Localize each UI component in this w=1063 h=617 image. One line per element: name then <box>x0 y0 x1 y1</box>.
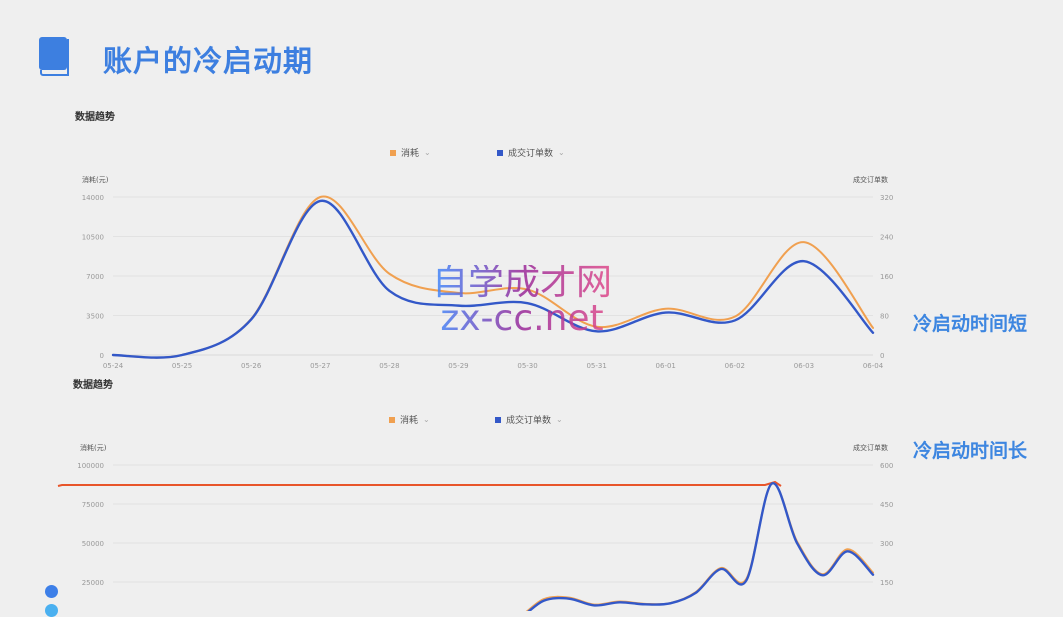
series-line-orders <box>527 482 875 611</box>
y-tick-right: 320 <box>880 194 893 202</box>
legend-swatch <box>497 149 503 156</box>
y-tick-left: 0 <box>100 352 104 360</box>
legend-label: 成交订单数 <box>508 149 554 159</box>
legend-label: 成交订单数 <box>506 416 552 426</box>
x-tick-label: 05-27 <box>310 362 330 370</box>
legend-label: 消耗 <box>401 149 420 159</box>
x-tick-label: 06-01 <box>656 362 676 370</box>
y-axis-left-label-2: 消耗(元) <box>80 444 107 452</box>
section-title-1: 数据趋势 <box>75 112 115 123</box>
x-tick-label: 06-02 <box>725 362 745 370</box>
annotation-line <box>57 480 782 487</box>
legend-swatch <box>389 416 395 423</box>
series-line-spend <box>525 482 874 611</box>
legend-item-orders-1[interactable]: 成交订单数 ⌄ <box>497 146 565 159</box>
x-tick-label: 06-04 <box>863 362 884 370</box>
x-tick-label: 06-03 <box>794 362 814 370</box>
page-title: 账户的冷启动期 <box>103 44 314 78</box>
series-line-orders <box>111 199 875 359</box>
y-axis-left-label-1: 消耗(元) <box>82 176 109 184</box>
y-tick-left: 7000 <box>86 273 104 281</box>
y-axis-right-label-1: 成交订单数 <box>853 176 888 184</box>
legend-item-spend-2[interactable]: 消耗 ⌄ <box>389 413 430 426</box>
y-tick-left: 14000 <box>82 194 104 202</box>
x-tick-label: 05-25 <box>172 362 192 370</box>
y-tick-right: 160 <box>880 273 893 281</box>
nav-dot[interactable] <box>45 585 58 598</box>
legend-swatch <box>390 149 396 156</box>
y-tick-right: 150 <box>880 579 893 587</box>
chevron-down-icon: ⌄ <box>423 415 430 424</box>
y-tick-left: 100000 <box>77 462 104 470</box>
side-label-long: 冷启动时间长 <box>913 440 1028 462</box>
legend-swatch <box>495 416 501 423</box>
y-axis-right-label-2: 成交订单数 <box>853 444 888 452</box>
y-tick-right: 80 <box>880 313 889 321</box>
x-tick-label: 05-24 <box>103 362 124 370</box>
y-tick-right: 450 <box>880 501 893 509</box>
legend-item-spend-1[interactable]: 消耗 ⌄ <box>390 146 431 159</box>
series-line-spend <box>112 195 874 359</box>
y-tick-left: 25000 <box>82 579 104 587</box>
legend-item-orders-2[interactable]: 成交订单数 ⌄ <box>495 413 563 426</box>
side-label-short: 冷启动时间短 <box>913 313 1028 335</box>
chevron-down-icon: ⌄ <box>558 148 565 157</box>
chevron-down-icon: ⌄ <box>424 148 431 157</box>
section-title-2: 数据趋势 <box>73 380 113 391</box>
y-tick-left: 50000 <box>82 540 104 548</box>
chevron-down-icon: ⌄ <box>556 415 563 424</box>
y-tick-left: 10500 <box>82 234 104 242</box>
y-tick-right: 0 <box>880 352 884 360</box>
legend-label: 消耗 <box>400 416 419 426</box>
x-tick-label: 05-30 <box>517 362 537 370</box>
x-tick-label: 05-29 <box>448 362 468 370</box>
book-icon <box>39 37 69 76</box>
y-tick-left: 3500 <box>86 313 104 321</box>
x-tick-label: 05-26 <box>241 362 262 370</box>
x-tick-label: 05-28 <box>379 362 399 370</box>
x-tick-label: 05-31 <box>586 362 606 370</box>
y-tick-left: 75000 <box>82 501 104 509</box>
y-tick-right: 240 <box>880 234 893 242</box>
y-tick-right: 600 <box>880 462 893 470</box>
y-tick-right: 300 <box>880 540 893 548</box>
